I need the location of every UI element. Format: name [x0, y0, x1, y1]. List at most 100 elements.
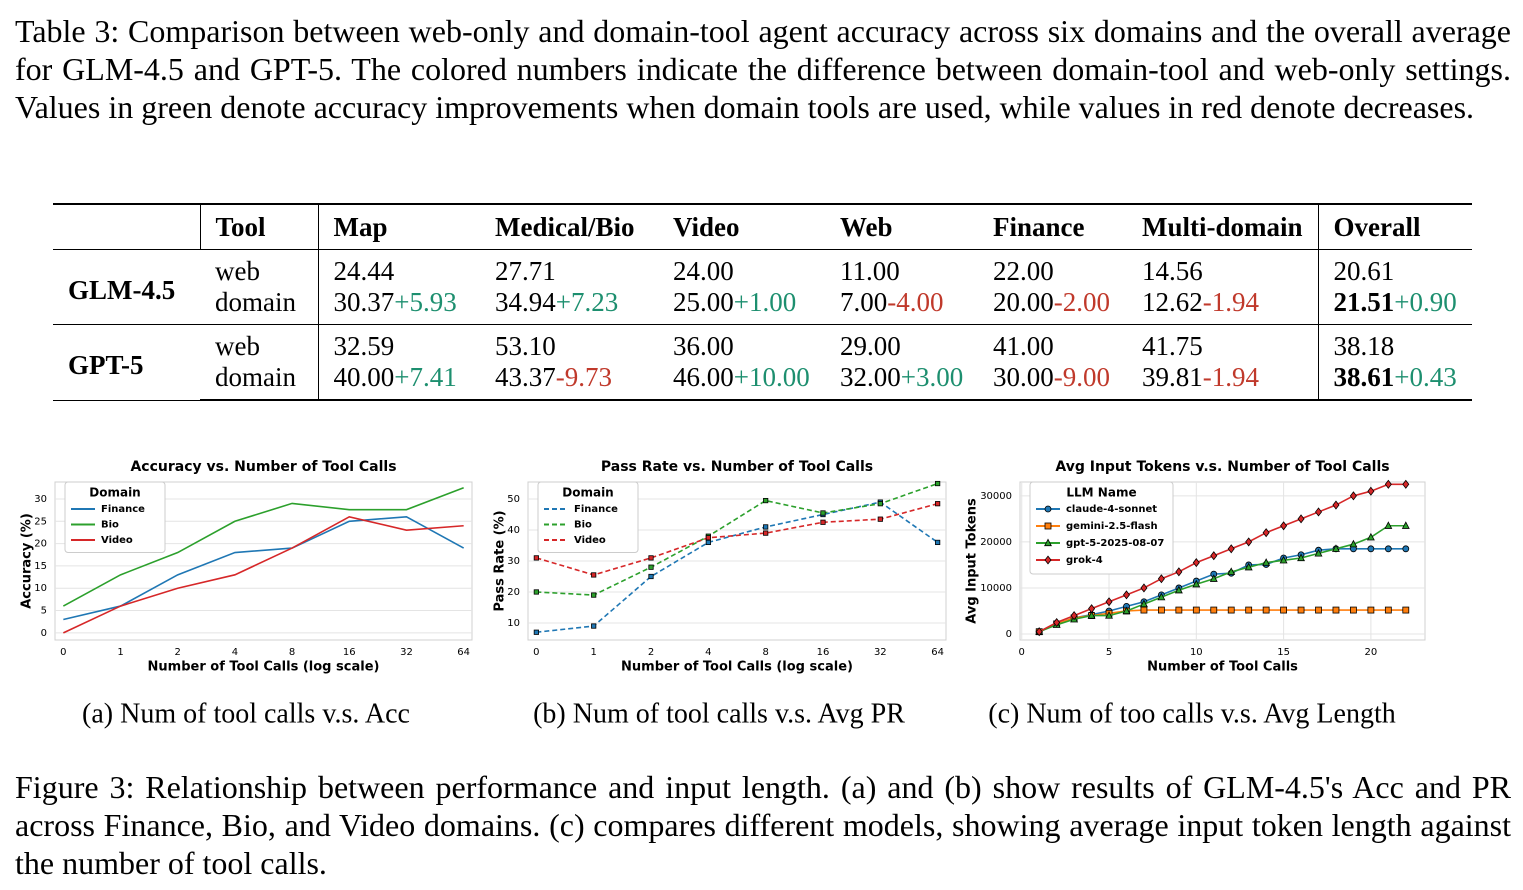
marker — [1174, 585, 1183, 594]
marker — [1070, 611, 1078, 621]
marker — [1088, 604, 1096, 614]
y-tick-label: 20 — [34, 539, 47, 550]
marker — [1367, 545, 1375, 553]
cell-value: 21.51 — [1333, 287, 1395, 317]
cell: 30.37+5.93 — [317, 287, 480, 325]
cell: 12.62-1.94 — [1127, 287, 1318, 325]
cell: 30.00-9.00 — [978, 362, 1127, 401]
tool-name: web — [215, 256, 260, 286]
x-tick-label: 32 — [400, 647, 413, 658]
header-cell: Medical/Bio — [480, 203, 658, 250]
y-axis-label: Avg Input Tokens — [965, 498, 980, 624]
y-tick-label: 10 — [507, 618, 520, 629]
marker — [1122, 606, 1131, 615]
marker — [648, 573, 654, 580]
cell-value: 12.62 — [1142, 287, 1203, 317]
marker — [1315, 606, 1322, 614]
x-tick-label: 1 — [117, 647, 123, 658]
y-tick-label: 0 — [1006, 629, 1012, 640]
x-tick-label: 64 — [931, 647, 944, 658]
x-tick-label: 16 — [817, 647, 830, 658]
subfigure-caption: (b) Num of tool calls v.s. Avg PR — [533, 698, 905, 729]
series-line — [536, 482, 938, 596]
x-tick-label: 8 — [762, 647, 768, 658]
legend-box — [1029, 481, 1174, 575]
marker — [1157, 592, 1166, 601]
cell: 46.00+10.00 — [658, 362, 825, 401]
marker — [1044, 555, 1052, 565]
marker — [935, 539, 941, 546]
series-line — [1038, 547, 1406, 633]
cell-delta: +1.00 — [733, 287, 797, 317]
cell-delta: -1.94 — [1202, 287, 1259, 317]
tool-name: domain — [200, 362, 318, 401]
marker — [1044, 522, 1052, 530]
marker — [1367, 486, 1375, 496]
marker — [1210, 606, 1218, 614]
marker — [1279, 555, 1288, 564]
marker — [1157, 574, 1165, 584]
cell-delta: +10.00 — [733, 362, 810, 392]
model-name: GPT-5 — [53, 324, 200, 401]
legend-label: gpt-5-2025-08-07 — [1066, 538, 1164, 549]
cell-delta: +5.93 — [394, 287, 457, 317]
legend-title: Domain — [562, 486, 613, 500]
marker — [1366, 532, 1375, 541]
table-row: GPT-5 web 32.59 53.10 36.00 29.00 41.00 41.75 38… — [53, 324, 1472, 401]
legend-title: LLM Name — [1066, 486, 1136, 500]
marker — [1245, 606, 1253, 614]
marker — [935, 480, 941, 487]
marker — [1210, 551, 1218, 561]
cell-delta: +7.41 — [394, 362, 457, 392]
marker — [1402, 545, 1410, 553]
marker — [820, 510, 826, 516]
x-tick-label: 64 — [457, 647, 470, 658]
marker — [820, 519, 826, 525]
cell-value: 46.00 — [673, 362, 734, 392]
marker — [1349, 491, 1357, 501]
marker — [1175, 606, 1183, 614]
marker — [1297, 553, 1306, 562]
marker — [763, 530, 769, 536]
cell-value: 38.61 — [1333, 362, 1395, 392]
header-cell: Overall — [1317, 203, 1472, 250]
x-tick-label: 5 — [1106, 647, 1112, 658]
table-row: domain 30.37+5.93 34.94+7.23 25.00+1.00 7.00… — [53, 287, 1472, 325]
marker — [1384, 606, 1392, 614]
x-tick-label: 15 — [1277, 647, 1290, 658]
tool-name: domain — [200, 287, 318, 325]
marker — [591, 623, 597, 629]
legend-label: Finance — [574, 504, 618, 515]
x-tick-label: 2 — [175, 647, 181, 658]
subfigure-caption: (c) Num of too calls v.s. Avg Length — [988, 698, 1395, 729]
y-tick-label: 25 — [34, 516, 47, 527]
marker — [1280, 521, 1288, 531]
header-row: Tool Map Medical/Bio Video Web Finance Multi-d… — [53, 203, 1472, 250]
subfigure-caption: (a) Num of tool calls v.s. Acc — [82, 698, 410, 729]
cell: 41.00 — [993, 331, 1054, 361]
series-line — [63, 515, 465, 621]
marker — [877, 516, 883, 522]
x-tick-label: 0 — [60, 647, 66, 658]
legend-label: Finance — [101, 504, 145, 515]
legend-label: Video — [101, 535, 133, 546]
marker — [1044, 538, 1052, 547]
cell: 32.00+3.00 — [825, 362, 978, 401]
marker — [1350, 606, 1357, 614]
cell: 25.00+1.00 — [658, 287, 825, 325]
marker — [1332, 606, 1340, 614]
cell: 24.00 — [673, 256, 734, 286]
header-cell: Web — [825, 203, 978, 250]
marker — [763, 497, 769, 504]
cell: 14.56 — [1142, 256, 1203, 286]
cell-value: 30.00 — [993, 362, 1054, 392]
x-axis-label: Number of Tool Calls (log scale) — [148, 660, 380, 675]
marker — [1384, 479, 1392, 489]
legend-label: gemini-2.5-flash — [1066, 521, 1158, 532]
marker — [1367, 606, 1375, 614]
marker — [705, 535, 711, 541]
x-tick-label: 8 — [289, 647, 295, 658]
y-tick-label: 30 — [34, 494, 47, 505]
